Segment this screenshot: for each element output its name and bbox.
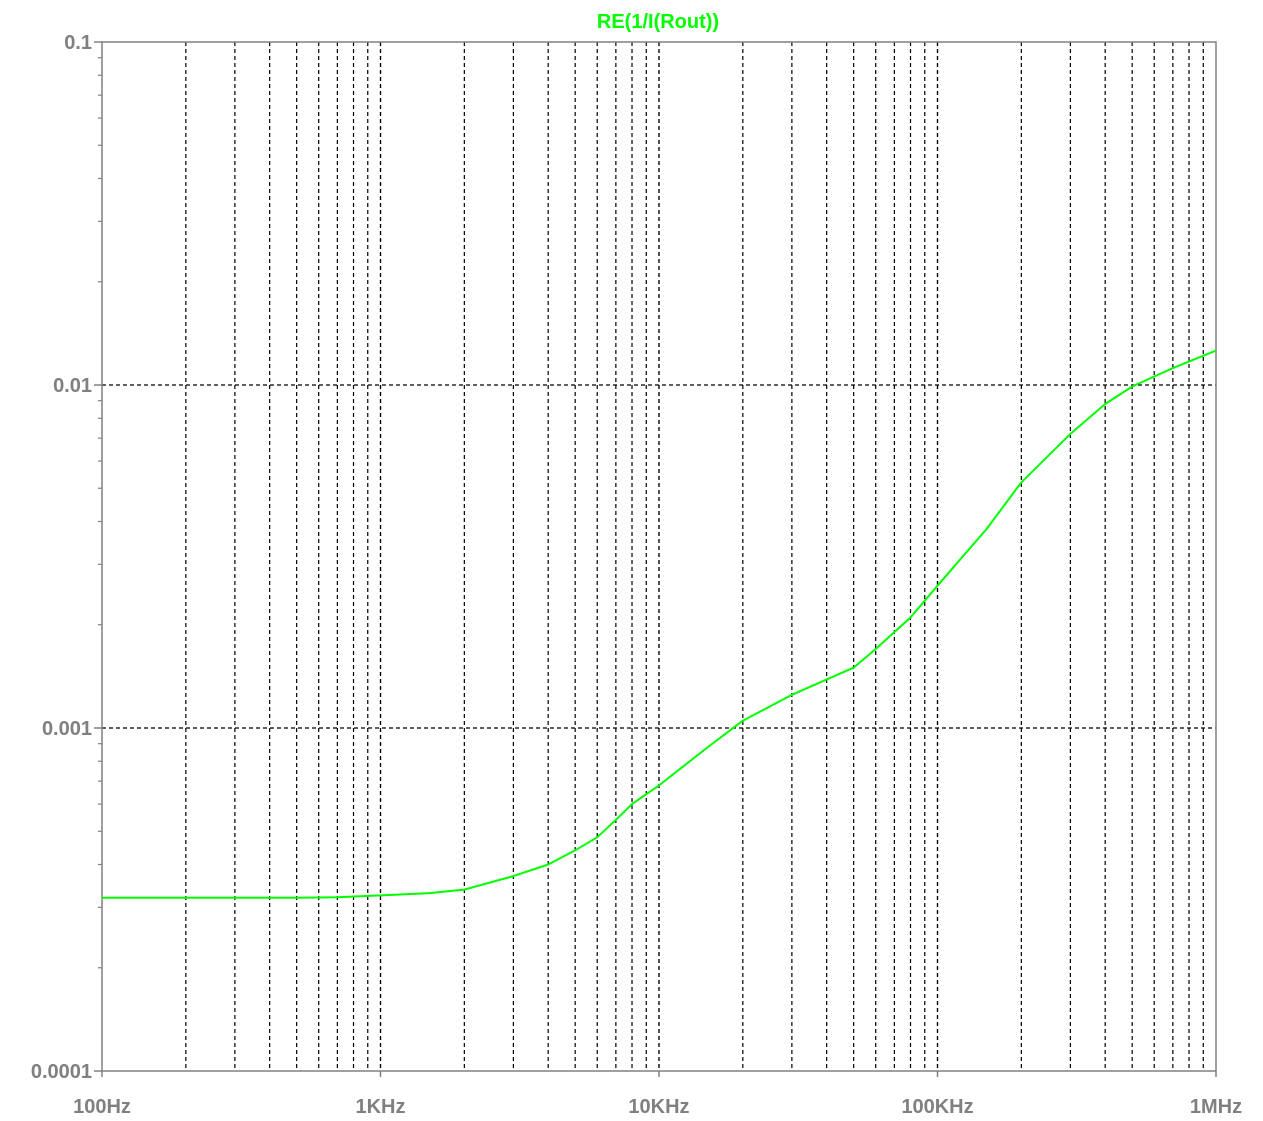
x-tick-label: 10KHz [628,1096,689,1118]
grid-lines [102,42,1216,1071]
x-tick-label: 1KHz [355,1096,405,1118]
x-tick-label: 1MHz [1190,1096,1242,1118]
y-tick-label: 0.01 [53,375,92,397]
y-tick-label: 0.001 [42,718,92,740]
x-tick-label: 100KHz [901,1096,973,1118]
trace-layer [102,349,1217,899]
y-tick-label: 0.0001 [31,1061,92,1083]
y-tick-label: 0.1 [64,32,92,54]
y-axis-ticks: 0.1 0.01 0.001 0.0001 [31,32,102,1083]
x-axis-ticks: 100Hz 1KHz 10KHz 100KHz 1MHz [73,1071,1242,1118]
series-line [102,349,1217,899]
x-tick-label: 100Hz [73,1096,131,1118]
trace-title[interactable]: RE(1/I(Rout)) [597,11,719,33]
